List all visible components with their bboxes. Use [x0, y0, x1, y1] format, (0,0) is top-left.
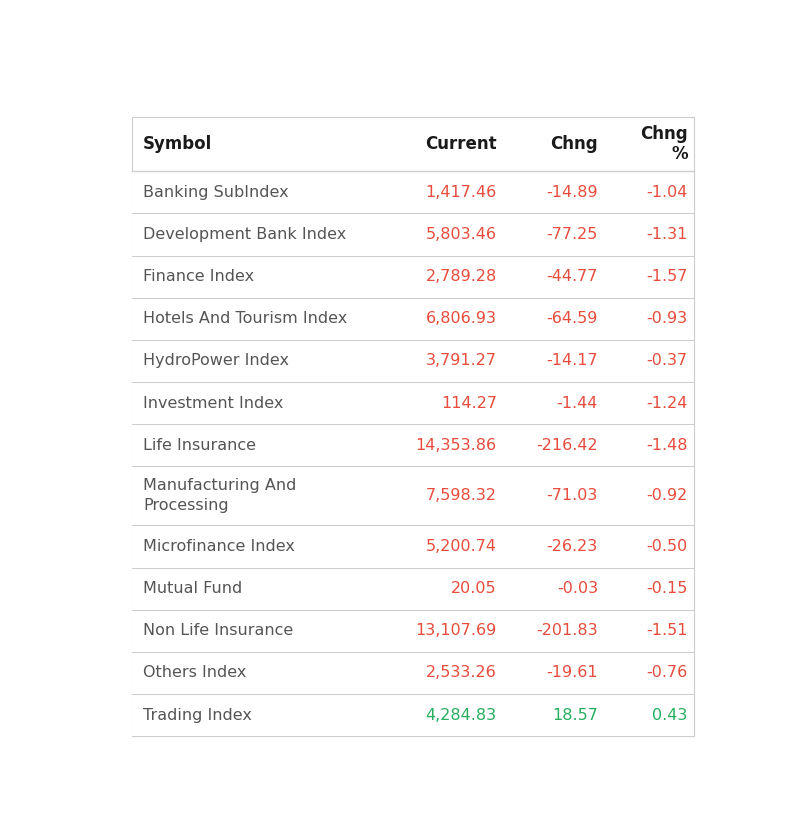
Text: Finance Index: Finance Index — [143, 269, 255, 284]
Text: Chng: Chng — [550, 135, 598, 153]
Text: -1.57: -1.57 — [646, 269, 688, 284]
Text: -1.04: -1.04 — [646, 185, 688, 199]
Text: -19.61: -19.61 — [546, 665, 598, 680]
Bar — [132, 171, 694, 214]
Text: -0.76: -0.76 — [647, 665, 688, 680]
Text: -0.03: -0.03 — [557, 581, 598, 596]
Text: -1.48: -1.48 — [646, 437, 688, 453]
Text: Mutual Fund: Mutual Fund — [143, 581, 243, 596]
Bar — [132, 424, 694, 466]
Text: -44.77: -44.77 — [547, 269, 598, 284]
Text: Symbol: Symbol — [143, 135, 212, 153]
Text: -1.51: -1.51 — [646, 623, 688, 639]
Text: 18.57: 18.57 — [552, 707, 598, 722]
Text: Investment Index: Investment Index — [143, 396, 284, 411]
Text: -0.92: -0.92 — [647, 489, 688, 504]
Text: -14.89: -14.89 — [546, 185, 598, 199]
Text: Development Bank Index: Development Bank Index — [143, 227, 347, 242]
Text: -1.31: -1.31 — [646, 227, 688, 242]
Text: Current: Current — [426, 135, 496, 153]
Text: 5,803.46: 5,803.46 — [426, 227, 496, 242]
Text: 6,806.93: 6,806.93 — [426, 311, 496, 326]
Bar — [132, 340, 694, 382]
Text: Life Insurance: Life Insurance — [143, 437, 256, 453]
Text: Chng
%: Chng % — [640, 125, 688, 163]
Text: Microfinance Index: Microfinance Index — [143, 539, 295, 554]
Bar — [132, 297, 694, 340]
Text: -0.37: -0.37 — [647, 354, 688, 369]
Text: -77.25: -77.25 — [547, 227, 598, 242]
Text: -0.15: -0.15 — [646, 581, 688, 596]
Text: 4,284.83: 4,284.83 — [426, 707, 496, 722]
Text: 2,789.28: 2,789.28 — [426, 269, 496, 284]
Bar — [132, 610, 694, 652]
Text: -216.42: -216.42 — [537, 437, 598, 453]
Text: -1.24: -1.24 — [646, 396, 688, 411]
Bar — [132, 525, 694, 567]
Text: 13,107.69: 13,107.69 — [415, 623, 496, 639]
Text: 1,417.46: 1,417.46 — [426, 185, 496, 199]
Text: -26.23: -26.23 — [547, 539, 598, 554]
Text: -14.17: -14.17 — [546, 354, 598, 369]
Text: -1.44: -1.44 — [556, 396, 598, 411]
Text: HydroPower Index: HydroPower Index — [143, 354, 289, 369]
Text: Others Index: Others Index — [143, 665, 247, 680]
Bar — [132, 567, 694, 610]
Text: 114.27: 114.27 — [440, 396, 496, 411]
Text: Trading Index: Trading Index — [143, 707, 252, 722]
Text: -64.59: -64.59 — [547, 311, 598, 326]
Text: 7,598.32: 7,598.32 — [426, 489, 496, 504]
Text: 3,791.27: 3,791.27 — [426, 354, 496, 369]
Text: -0.93: -0.93 — [647, 311, 688, 326]
Text: 14,353.86: 14,353.86 — [416, 437, 496, 453]
Bar — [132, 256, 694, 297]
Text: Hotels And Tourism Index: Hotels And Tourism Index — [143, 311, 348, 326]
Bar — [132, 652, 694, 694]
Text: -0.50: -0.50 — [647, 539, 688, 554]
Bar — [132, 466, 694, 525]
Text: 2,533.26: 2,533.26 — [426, 665, 496, 680]
Text: 0.43: 0.43 — [652, 707, 688, 722]
Text: Non Life Insurance: Non Life Insurance — [143, 623, 293, 639]
Text: -201.83: -201.83 — [537, 623, 598, 639]
Bar — [132, 214, 694, 256]
Text: 5,200.74: 5,200.74 — [426, 539, 496, 554]
Text: Manufacturing And
Processing: Manufacturing And Processing — [143, 478, 296, 513]
Bar — [132, 694, 694, 736]
Text: 20.05: 20.05 — [452, 581, 496, 596]
Text: Banking SubIndex: Banking SubIndex — [143, 185, 288, 199]
Text: -71.03: -71.03 — [547, 489, 598, 504]
Bar — [132, 382, 694, 424]
